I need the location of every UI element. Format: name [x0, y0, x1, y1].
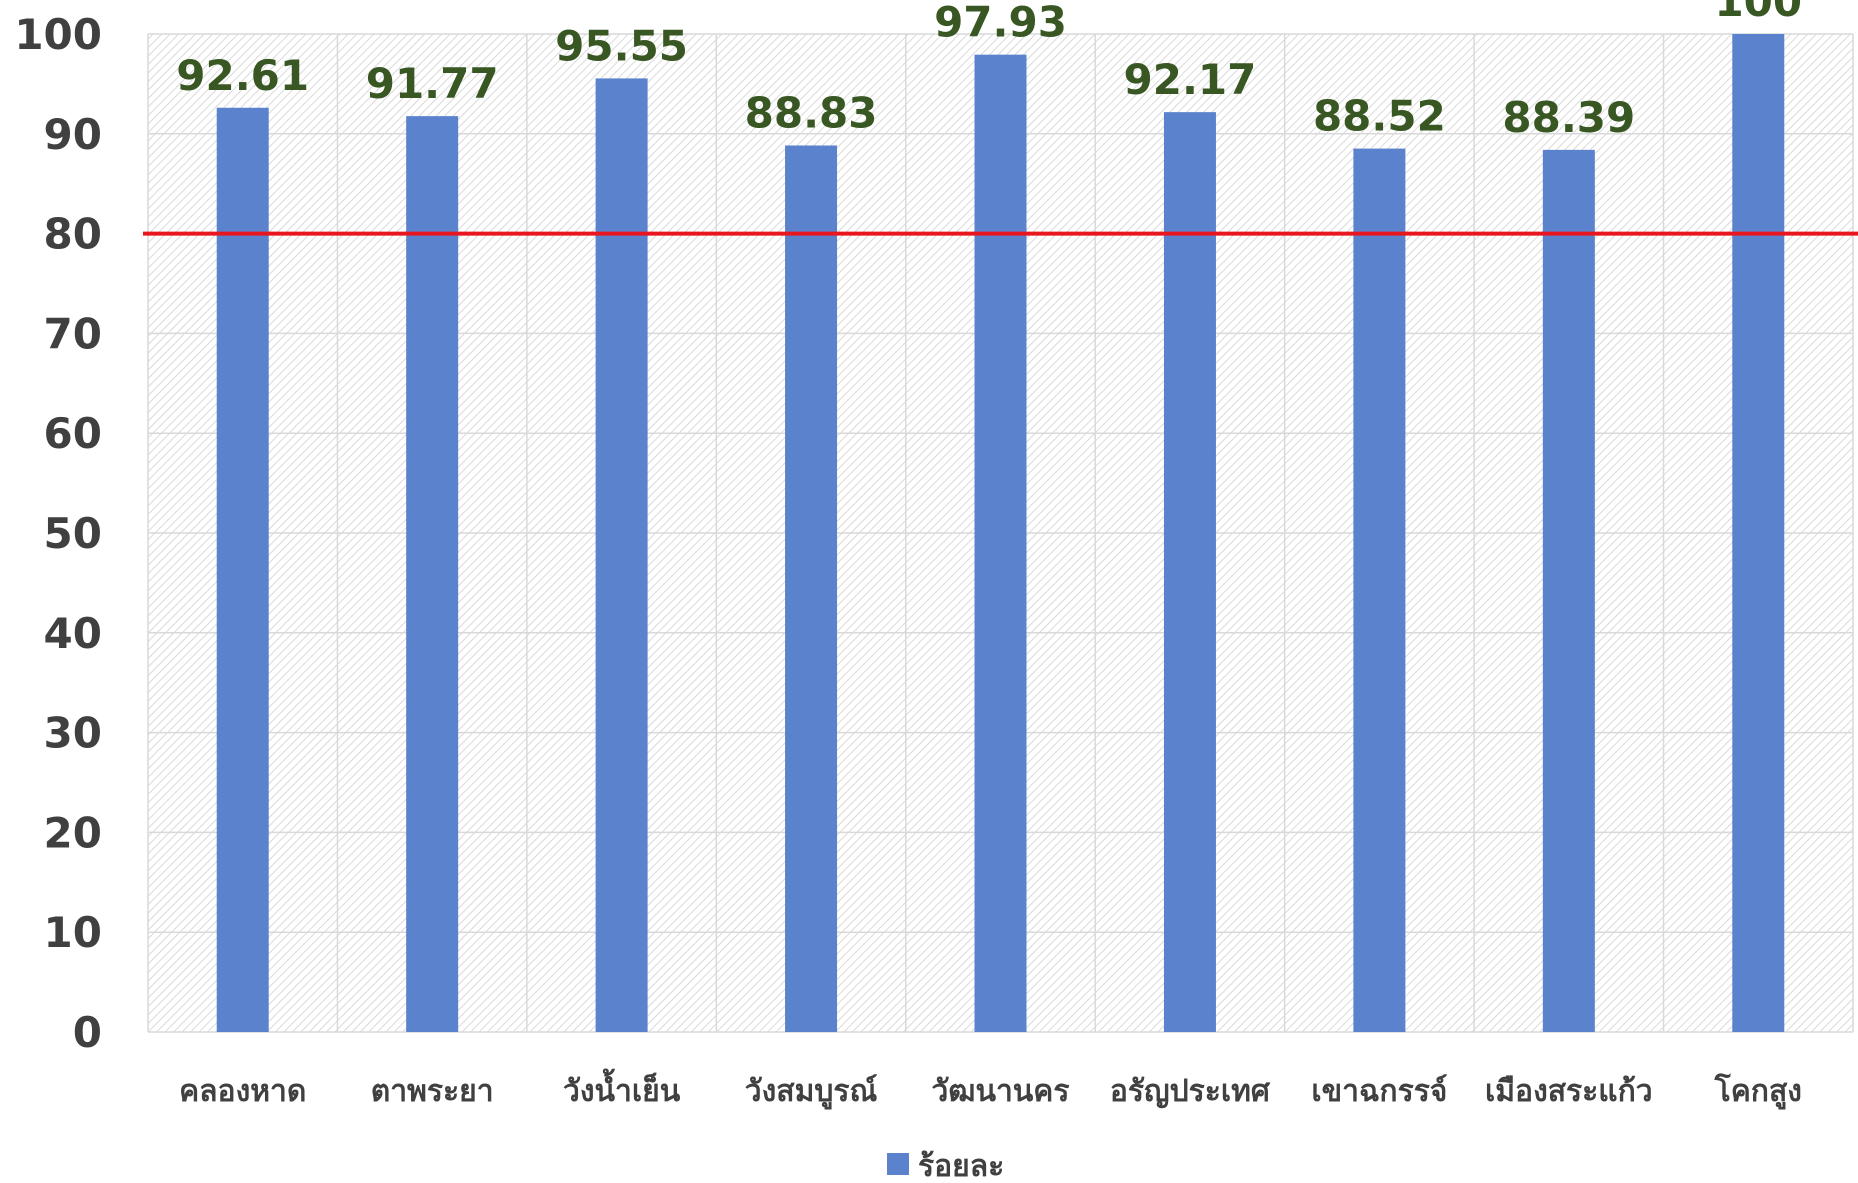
legend-label: ร้อยละ — [918, 1149, 1004, 1183]
y-tick-label: 50 — [44, 509, 102, 558]
x-tick-label: เมืองสระแก้ว — [1485, 1074, 1653, 1109]
x-tick-label: วังสมบูรณ์ — [745, 1074, 878, 1110]
x-tick-label: คลองหาด — [179, 1074, 306, 1109]
bar — [1353, 148, 1406, 1032]
bars — [216, 34, 1785, 1033]
data-labels: 92.61 91.77 95.55 88.83 97.93 92.17 88.52 88.39… — [176, 0, 1802, 142]
data-label: 97.93 — [934, 0, 1067, 47]
bar — [785, 145, 838, 1033]
x-tick-label: โคกสูง — [1714, 1072, 1802, 1110]
bar — [406, 116, 459, 1033]
bar — [216, 107, 269, 1032]
y-axis-tick-labels: 0 10 20 30 40 50 60 70 80 90 100 — [14, 10, 102, 1057]
data-label: 88.83 — [745, 88, 878, 137]
x-tick-label: เขาฉกรรจ์ — [1311, 1074, 1447, 1109]
x-tick-label: วังน้ำเย็น — [563, 1068, 681, 1109]
y-tick-label: 10 — [44, 908, 102, 957]
data-label: 88.39 — [1502, 93, 1635, 142]
x-tick-label: วัฒนานคร — [932, 1074, 1070, 1109]
bar — [1163, 112, 1216, 1032]
bar — [595, 78, 648, 1032]
x-axis-tick-labels: คลองหาด ตาพระยา วังน้ำเย็น วังสมบูรณ์ วัฒนาน… — [179, 1068, 1802, 1110]
x-tick-label: ตาพระยา — [371, 1074, 494, 1109]
legend: ร้อยละ — [887, 1149, 1004, 1183]
y-tick-label: 100 — [14, 10, 102, 59]
bar — [1542, 149, 1595, 1032]
data-label: 100 — [1714, 0, 1802, 26]
data-label: 92.17 — [1124, 55, 1257, 104]
data-label: 88.52 — [1313, 92, 1446, 141]
bar — [1732, 34, 1785, 1032]
data-label: 91.77 — [366, 59, 499, 108]
bar — [974, 54, 1027, 1033]
data-label: 95.55 — [555, 21, 688, 70]
y-tick-label: 20 — [44, 808, 102, 857]
y-tick-label: 0 — [73, 1008, 102, 1057]
y-tick-label: 40 — [44, 609, 102, 658]
y-tick-label: 70 — [44, 309, 102, 358]
legend-swatch — [887, 1153, 909, 1175]
y-tick-label: 60 — [44, 409, 102, 458]
y-tick-label: 90 — [44, 110, 102, 159]
x-tick-label: อรัญประเทศ — [1110, 1074, 1271, 1109]
y-tick-label: 30 — [44, 709, 102, 758]
data-label: 92.61 — [176, 51, 309, 100]
y-tick-label: 80 — [44, 210, 102, 259]
